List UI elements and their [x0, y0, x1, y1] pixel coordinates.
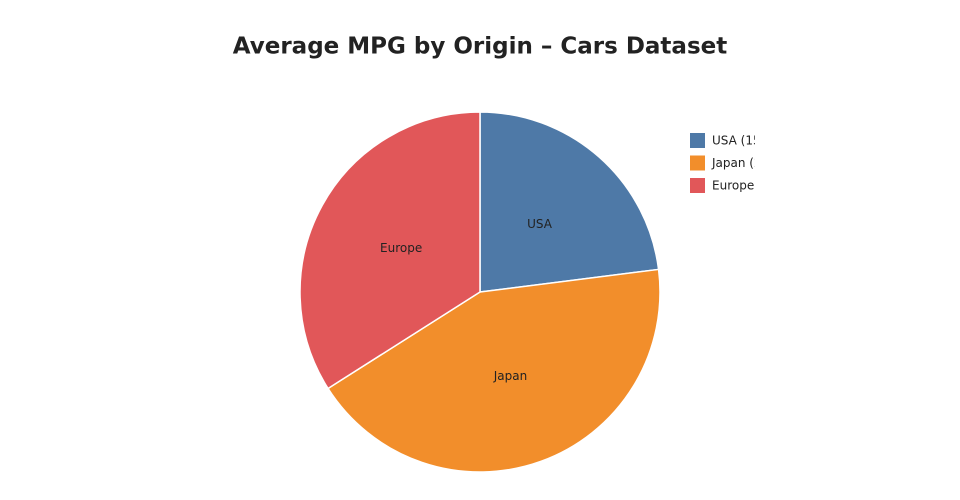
legend: USA (15 Japan (2 Europe [690, 133, 762, 193]
chart-title: Average MPG by Origin – Cars Dataset [233, 34, 727, 60]
legend-swatch [690, 133, 705, 148]
pie-slice [479, 111, 660, 293]
legend-swatch [690, 155, 705, 171]
legend-label: Japan (2 [711, 156, 762, 170]
slice-label: Japan [493, 369, 527, 383]
slice-label: Europe [380, 241, 422, 255]
pie-slice [299, 111, 481, 390]
legend-label: USA (15 [712, 134, 761, 148]
pie-slice [326, 268, 661, 473]
slice-label: USA [527, 217, 553, 231]
legend-swatch [690, 178, 705, 193]
legend-label: Europe [712, 179, 754, 193]
